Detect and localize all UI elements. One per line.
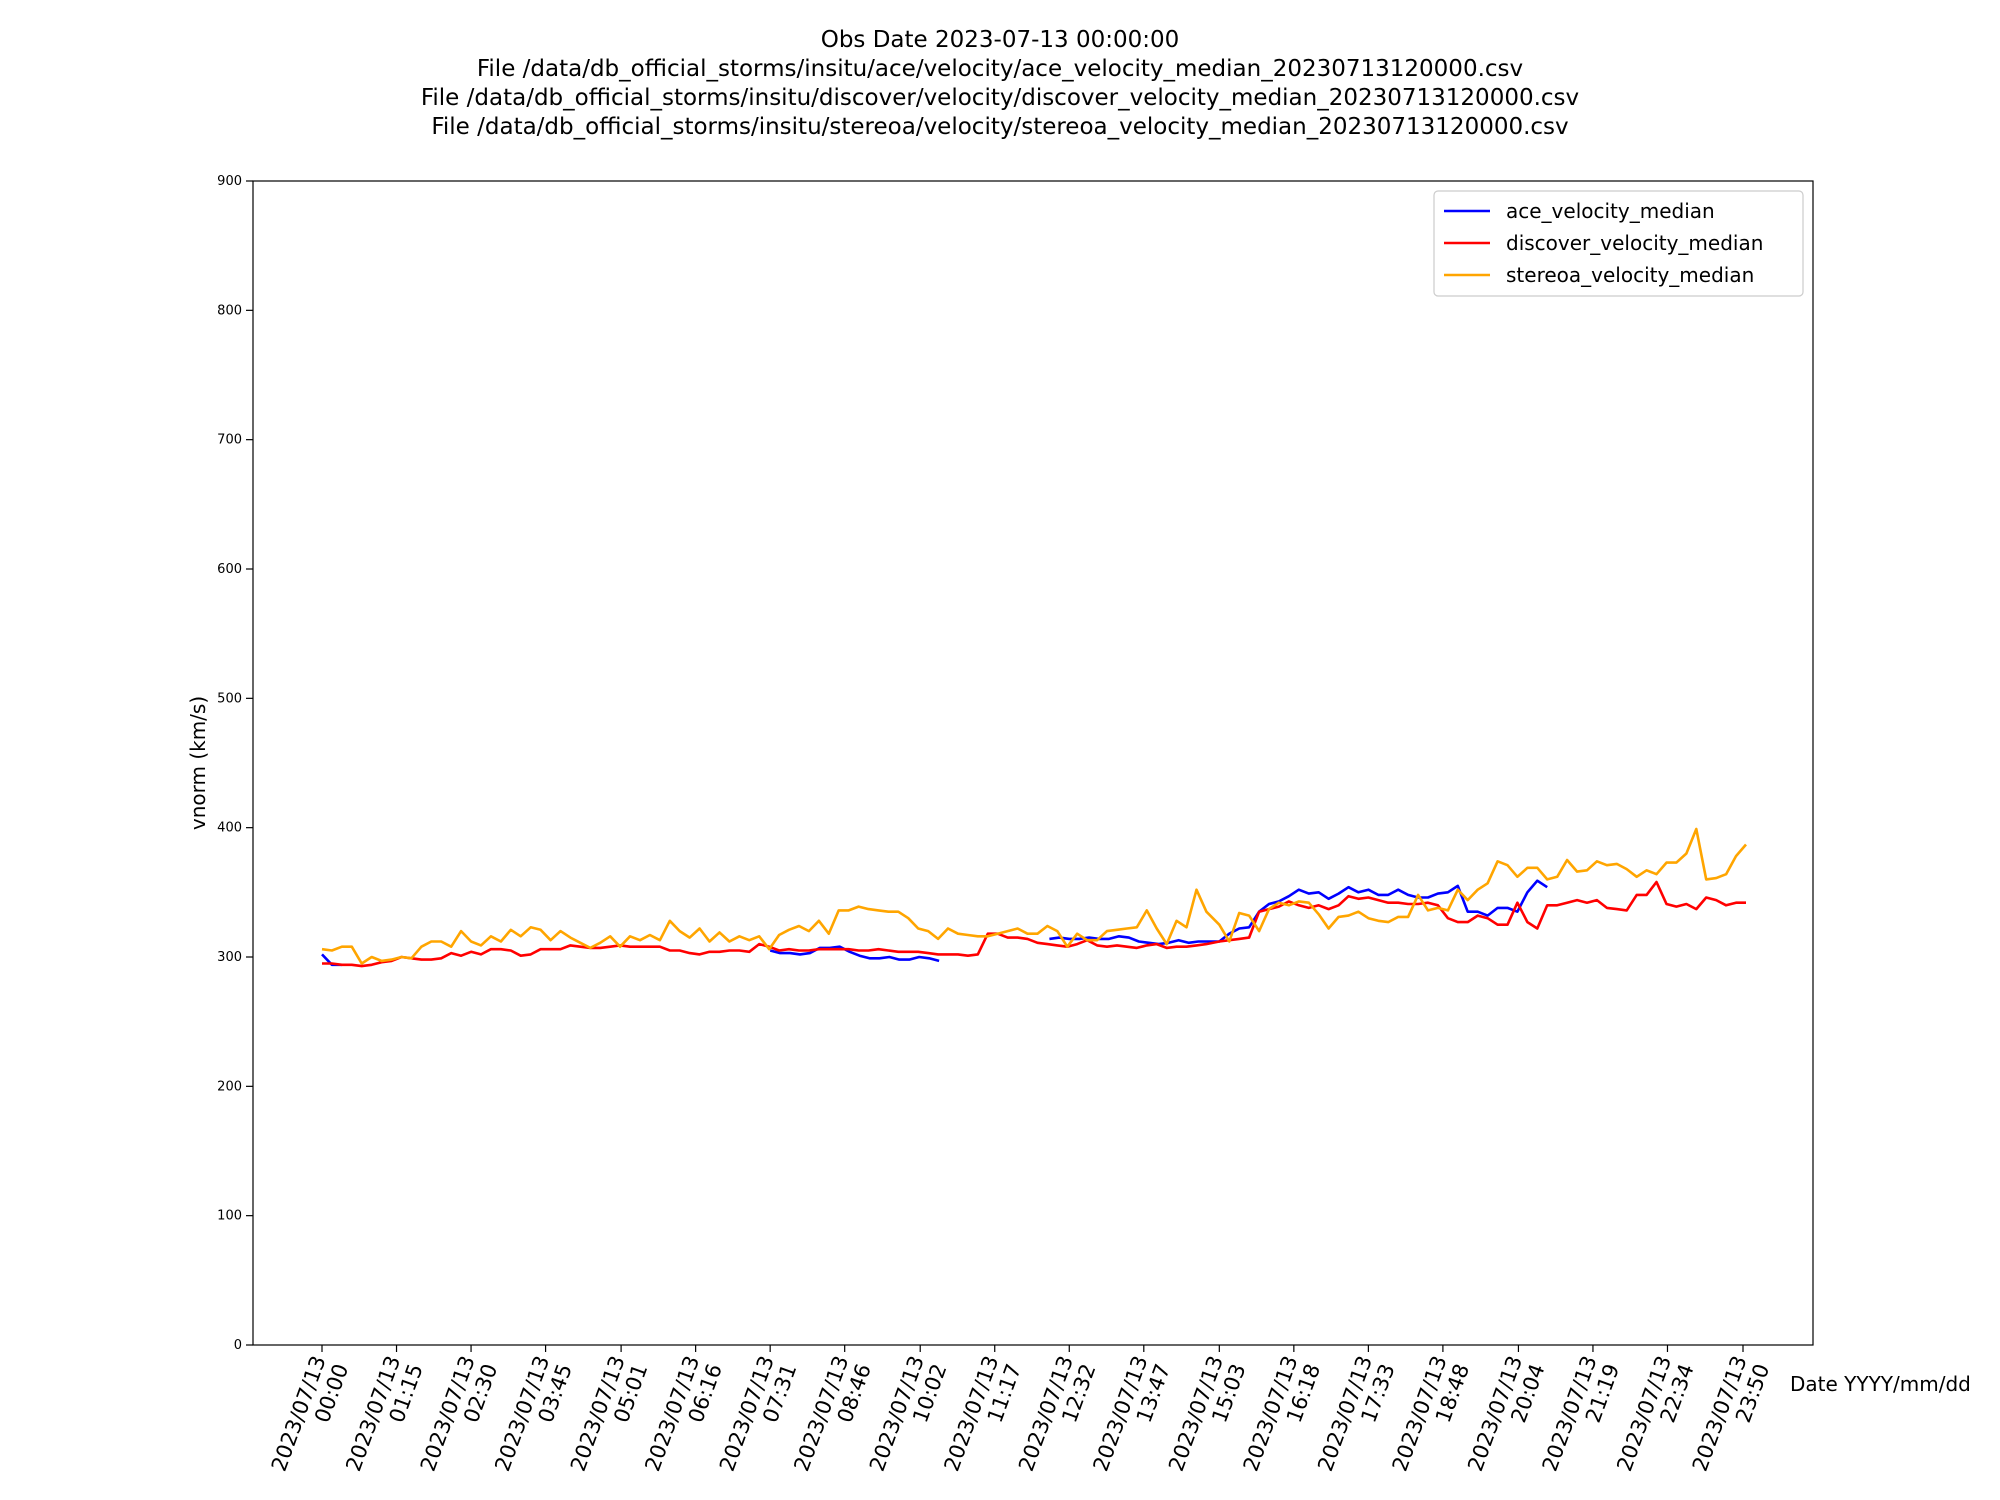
y-tick-label: 400 — [217, 821, 242, 836]
x-tick-label: 2023/07/1306:16 — [640, 1353, 727, 1483]
x-axis-label: Date YYYY/mm/dd — [1790, 1372, 1971, 1396]
chart-title: Obs Date 2023-07-13 00:00:00 File /data/… — [0, 26, 2000, 142]
x-tick-label: 2023/07/1320:04 — [1463, 1353, 1550, 1483]
x-tick-label: 2023/07/1315:03 — [1164, 1353, 1251, 1483]
x-tick-label: 2023/07/1310:02 — [865, 1353, 952, 1483]
y-tick-label: 300 — [217, 950, 242, 965]
series-line-ace_velocity_median-seg-1 — [769, 945, 940, 963]
legend-label-ace_velocity_median: ace_velocity_median — [1506, 199, 1715, 223]
x-tick-label: 2023/07/1307:31 — [715, 1353, 802, 1483]
x-tick-label: 2023/07/1305:01 — [566, 1353, 653, 1483]
series-line-stereoa_velocity_median-seg-0 — [321, 827, 1747, 965]
y-tick-label: 200 — [217, 1079, 242, 1094]
title-line-ace-file: File /data/db_official_storms/insitu/ace… — [476, 56, 1524, 82]
x-axis: 2023/07/1300:002023/07/1301:152023/07/13… — [267, 1345, 1775, 1483]
y-axis: 0 100 200 300 400 500 600 700 800 900 — [217, 174, 253, 1353]
x-tick-label: 2023/07/1308:46 — [789, 1353, 876, 1483]
y-tick-label: 600 — [217, 562, 242, 577]
x-tick-label: 2023/07/1318:48 — [1388, 1353, 1475, 1483]
y-axis-label: vnorm (km/s) — [186, 696, 210, 830]
x-tick-label: 2023/07/1300:00 — [267, 1353, 354, 1483]
legend-label-stereoa_velocity_median: stereoa_velocity_median — [1506, 263, 1754, 287]
title-line-stereoa-file: File /data/db_official_storms/insitu/ste… — [431, 114, 1569, 140]
x-tick-label: 2023/07/1323:50 — [1688, 1353, 1775, 1483]
x-tick-label: 2023/07/1302:30 — [416, 1353, 503, 1483]
plot-frame — [252, 180, 1814, 1346]
title-line-obs-date: Obs Date 2023-07-13 00:00:00 — [820, 27, 1180, 53]
y-tick-label: 800 — [217, 303, 242, 318]
legend: ace_velocity_median discover_velocity_med… — [1433, 190, 1804, 297]
series-layer — [321, 827, 1747, 968]
y-tick-label: 700 — [217, 433, 242, 448]
legend-label-discover_velocity_median: discover_velocity_median — [1506, 231, 1763, 255]
x-tick-label: 2023/07/1322:34 — [1612, 1353, 1699, 1483]
x-tick-label: 2023/07/1321:19 — [1538, 1353, 1625, 1483]
title-line-discover-file: File /data/db_official_storms/insitu/dis… — [420, 85, 1580, 111]
series-line-discover_velocity_median-seg-0 — [322, 880, 1746, 968]
series-line-ace_velocity_median-seg-2 — [1049, 879, 1548, 946]
x-tick-label: 2023/07/1303:45 — [490, 1353, 577, 1483]
y-tick-label: 900 — [217, 174, 242, 189]
y-tick-label: 100 — [217, 1209, 242, 1224]
x-tick-label: 2023/07/1312:32 — [1014, 1353, 1101, 1483]
x-tick-label: 2023/07/1301:15 — [341, 1353, 428, 1483]
x-tick-label: 2023/07/1316:18 — [1239, 1353, 1326, 1483]
y-tick-label: 0 — [234, 1338, 242, 1353]
legend-frame — [1433, 190, 1804, 297]
x-tick-label: 2023/07/1313:47 — [1089, 1353, 1176, 1483]
x-tick-label: 2023/07/1317:33 — [1313, 1353, 1400, 1483]
y-tick-label: 500 — [217, 691, 242, 706]
x-tick-label: 2023/07/1311:17 — [939, 1353, 1026, 1483]
